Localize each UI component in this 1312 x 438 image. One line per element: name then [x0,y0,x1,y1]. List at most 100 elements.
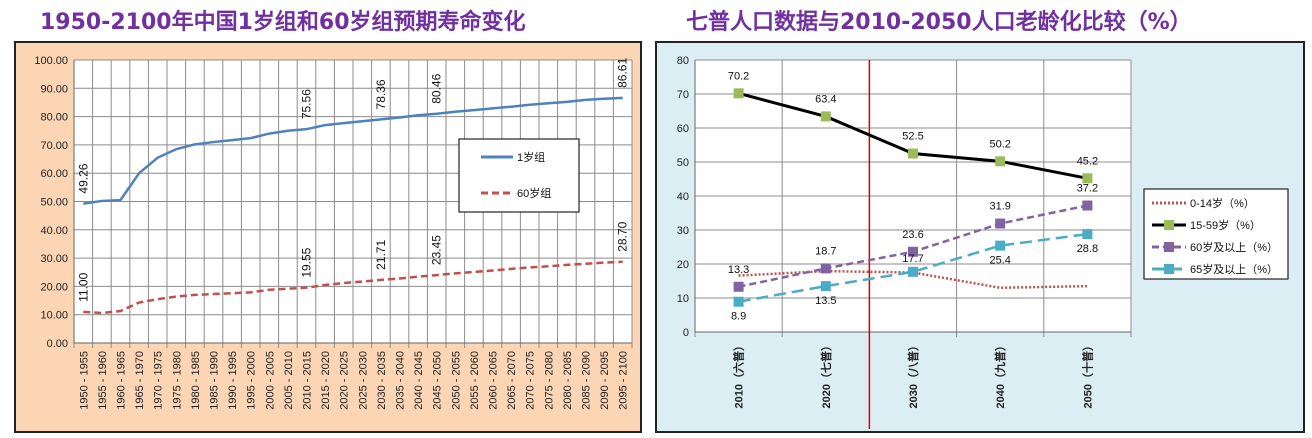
x-tick-label: 2085 - 2090 [581,351,593,410]
data-point [733,281,744,292]
y-tick-label: 30.00 [40,253,68,265]
data-point [908,266,918,277]
series-line [738,232,1088,303]
y-tick-label: 40.00 [40,225,68,237]
y-tick-label: 60 [677,123,689,135]
data-label: 49.26 [76,163,90,193]
data-point [733,88,744,99]
data-label: 19.55 [300,247,314,277]
x-tick-label: 2020（七普） [819,340,833,408]
y-tick-label: 10.00 [40,310,68,322]
data-label: 21.71 [374,240,388,270]
legend-label: 15-59岁（%） [1190,218,1261,232]
y-tick-label: 30 [677,225,689,237]
legend-marker [1164,220,1174,230]
data-label: 18.7 [815,245,836,257]
x-tick-label: 2055 - 2060 [469,351,481,410]
series-line [738,269,1088,290]
legend-marker [1164,242,1174,252]
data-point [1082,173,1093,184]
legend-label: 60岁组 [517,186,551,200]
y-tick-label: 40 [677,191,689,203]
y-tick-label: 50.00 [40,197,68,209]
series-line [83,96,623,205]
data-label: 80.46 [430,73,444,103]
y-tick-label: 0 [683,327,689,339]
x-tick-label: 2000 - 2005 [264,351,276,410]
data-point [1082,200,1093,211]
data-label: 70.2 [728,70,749,82]
data-label: 17.7 [902,253,923,265]
data-label: 86.61 [616,58,630,88]
data-label: 25.4 [989,255,1010,267]
x-tick-label: 2030（八普） [906,340,920,408]
x-tick-label: 1975 - 1980 [171,351,183,410]
legend-label: 60岁及以上（%） [1190,240,1278,254]
data-point [908,246,918,257]
y-tick-label: 60.00 [40,168,68,180]
y-tick-label: 80.00 [40,112,68,124]
x-tick-label: 2050 - 2055 [450,351,462,410]
data-point [820,281,831,292]
x-tick-label: 2080 - 2085 [562,351,574,410]
x-tick-label: 2015 - 2020 [320,351,332,410]
data-label: 8.9 [731,311,746,323]
x-tick-label: 2040 - 2045 [413,351,425,410]
y-tick-label: 100.00 [34,55,68,67]
data-label: 78.36 [374,79,388,109]
data-point [995,218,1006,229]
y-tick-label: 50 [677,157,689,169]
x-tick-label: 1950 - 1955 [78,351,90,410]
x-tick-label: 2090 - 2095 [599,351,611,410]
y-tick-label: 80 [677,55,689,67]
x-tick-label: 1980 - 1985 [190,351,202,410]
x-tick-label: 1965 - 1970 [134,351,146,410]
x-tick-label: 2030 - 2035 [376,351,388,410]
legend-box [458,138,580,213]
series-line [83,260,623,315]
data-label: 23.6 [902,229,923,241]
x-tick-label: 2010 - 2015 [302,351,314,410]
data-label: 28.8 [1077,243,1098,255]
x-tick-label: 2095 - 2100 [618,351,630,410]
x-tick-label: 1960 - 1965 [116,351,128,410]
y-tick-label: 90.00 [40,83,68,95]
data-label: 11.00 [76,272,90,301]
data-label: 28.70 [616,221,630,251]
data-label: 23.45 [430,235,444,265]
right-chart-title: 七普人口数据与2010-2050人口老龄化比较（%） [686,10,1192,35]
legend-marker [1164,264,1174,274]
x-tick-label: 1970 - 1975 [153,351,165,410]
data-point [995,240,1006,251]
data-point [733,296,744,307]
x-tick-label: 1990 - 1995 [227,351,239,410]
legend-label: 0-14岁（%） [1190,196,1255,210]
y-tick-label: 10 [677,293,689,305]
y-tick-label: 20 [677,259,689,271]
legend-label: 1岁组 [517,150,545,164]
x-tick-label: 2020 - 2025 [339,351,351,410]
x-tick-label: 2025 - 2030 [357,351,369,410]
x-tick-label: 2040（九普） [993,340,1007,408]
data-point [908,148,918,159]
data-point [995,156,1006,167]
data-label: 37.2 [1077,183,1098,195]
y-tick-label: 70 [677,89,689,101]
x-tick-label: 2005 - 2010 [283,351,295,410]
x-tick-label: 2035 - 2040 [395,351,407,410]
data-label: 63.4 [815,93,836,105]
x-tick-label: 2070 - 2075 [525,351,537,410]
x-tick-label: 2045 - 2050 [432,351,444,410]
data-label: 13.3 [728,264,749,276]
left-chart-title: 1950-2100年中国1岁组和60岁组预期寿命变化 [40,10,526,35]
x-tick-label: 1995 - 2000 [246,351,258,410]
data-label: 52.5 [902,131,923,143]
data-point [820,263,831,274]
data-label: 75.56 [300,89,314,119]
x-tick-label: 1955 - 1960 [97,351,109,410]
data-label: 13.5 [815,295,836,307]
data-label: 45.2 [1077,155,1098,167]
legend-label: 65岁及以上（%） [1190,262,1278,276]
x-tick-label: 2050（十普） [1080,340,1094,408]
data-point [820,111,831,122]
